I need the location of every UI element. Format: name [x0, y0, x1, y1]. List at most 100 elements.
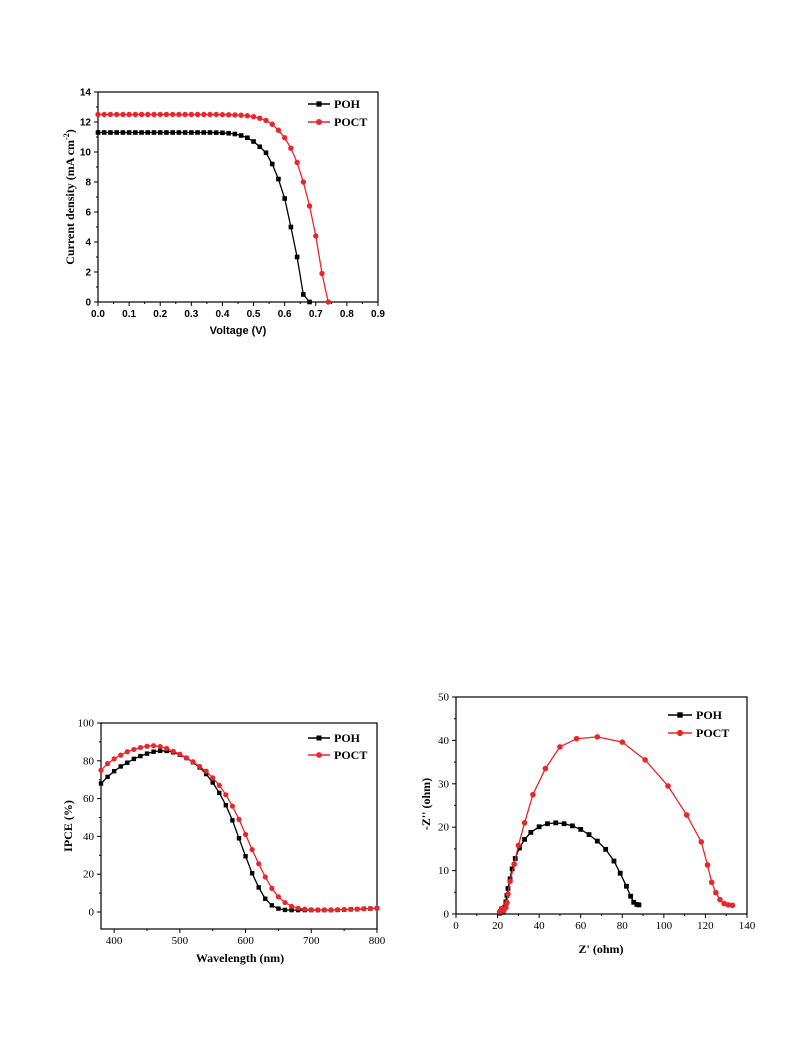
data-point — [354, 906, 360, 912]
data-point — [217, 790, 222, 796]
data-point — [190, 759, 196, 765]
data-point — [250, 114, 257, 120]
data-point — [315, 907, 321, 913]
data-point — [628, 893, 633, 899]
data-point — [516, 845, 522, 851]
data-point — [232, 112, 238, 118]
legend-label: POH — [334, 97, 361, 111]
jv-axes-frame — [97, 91, 379, 303]
data-point — [269, 161, 275, 167]
data-point — [238, 112, 244, 118]
data-point — [249, 847, 255, 853]
data-point — [229, 803, 236, 809]
data-point — [282, 899, 288, 906]
legend-marker — [316, 752, 322, 758]
legend-marker — [316, 119, 322, 125]
data-point — [594, 734, 601, 740]
data-point — [263, 896, 268, 901]
data-point — [498, 908, 504, 914]
x-tick-label: 20 — [492, 920, 504, 932]
data-point — [511, 861, 517, 867]
data-point — [190, 760, 196, 765]
data-point — [341, 907, 347, 912]
data-point — [498, 905, 505, 912]
data-point — [125, 760, 130, 765]
data-point — [288, 224, 294, 230]
legend-marker — [316, 101, 322, 107]
x-tick-label: 0.9 — [371, 309, 385, 320]
y-tick-label: 10 — [80, 148, 92, 159]
data-point — [113, 111, 120, 118]
data-point — [107, 111, 114, 118]
jv-legend: POH POCT — [308, 97, 367, 129]
y-tick-label: 40 — [438, 735, 450, 747]
x-tick-label: 140 — [739, 920, 756, 932]
y-tick-label: 20 — [438, 822, 450, 834]
data-point — [183, 755, 190, 761]
y-tick-label: 6 — [85, 208, 91, 219]
data-point — [617, 870, 623, 876]
data-point — [512, 856, 518, 861]
data-point — [150, 743, 157, 749]
data-point — [301, 292, 306, 297]
data-point — [243, 854, 248, 859]
data-point — [170, 748, 176, 754]
data-point — [242, 831, 249, 838]
data-point — [313, 233, 319, 239]
y-tick-label: 0 — [444, 909, 450, 921]
data-point — [177, 751, 183, 757]
data-point — [624, 883, 629, 889]
x-tick-label: 0.3 — [184, 309, 198, 320]
x-tick-label: 0.7 — [309, 309, 323, 320]
data-point — [294, 254, 300, 260]
jv-x-axis-title: Voltage (V) — [210, 325, 267, 337]
data-point — [163, 111, 170, 118]
y-tick-label: 50 — [438, 692, 450, 704]
x-tick-label: 0.4 — [215, 309, 229, 320]
data-point — [105, 774, 110, 780]
data-point — [315, 907, 321, 913]
data-point — [203, 771, 209, 777]
data-point — [507, 876, 513, 882]
data-point — [118, 764, 123, 769]
x-tick-label: 500 — [172, 935, 189, 947]
data-point — [553, 820, 559, 826]
data-point — [170, 130, 175, 135]
data-point — [111, 768, 117, 774]
y-tick-label: 12 — [80, 118, 92, 129]
data-point — [729, 902, 736, 909]
data-point — [302, 906, 308, 912]
legend-item-poct: POCT — [308, 115, 367, 129]
data-point — [111, 756, 117, 762]
data-point — [95, 130, 101, 135]
data-point — [501, 907, 507, 914]
data-point — [216, 782, 222, 788]
legend-marker — [677, 712, 683, 718]
data-point — [361, 906, 367, 911]
ipce-y-axis-title: IPCE (%) — [61, 800, 75, 852]
data-point — [196, 763, 203, 770]
x-tick-label: 0 — [453, 920, 459, 932]
data-point — [144, 751, 150, 756]
series-line-poh — [98, 131, 311, 303]
data-point — [276, 176, 281, 182]
data-point — [213, 130, 219, 135]
data-point — [126, 130, 132, 135]
data-point — [197, 765, 202, 770]
data-point — [573, 735, 580, 742]
data-point — [708, 879, 715, 886]
data-point — [151, 749, 156, 754]
legend-label: POCT — [334, 115, 367, 129]
data-point — [515, 842, 522, 849]
data-point — [348, 907, 353, 912]
data-point — [367, 905, 374, 912]
data-point — [631, 899, 637, 905]
legend-marker — [676, 729, 684, 737]
jv-y-axis-title-main: Current density (mA cm — [63, 140, 77, 265]
jv-y-axis-title-close: ) — [63, 129, 77, 133]
y-tick-label: 30 — [438, 778, 450, 790]
data-point — [713, 889, 719, 896]
legend-item-poh: POH — [308, 731, 361, 745]
